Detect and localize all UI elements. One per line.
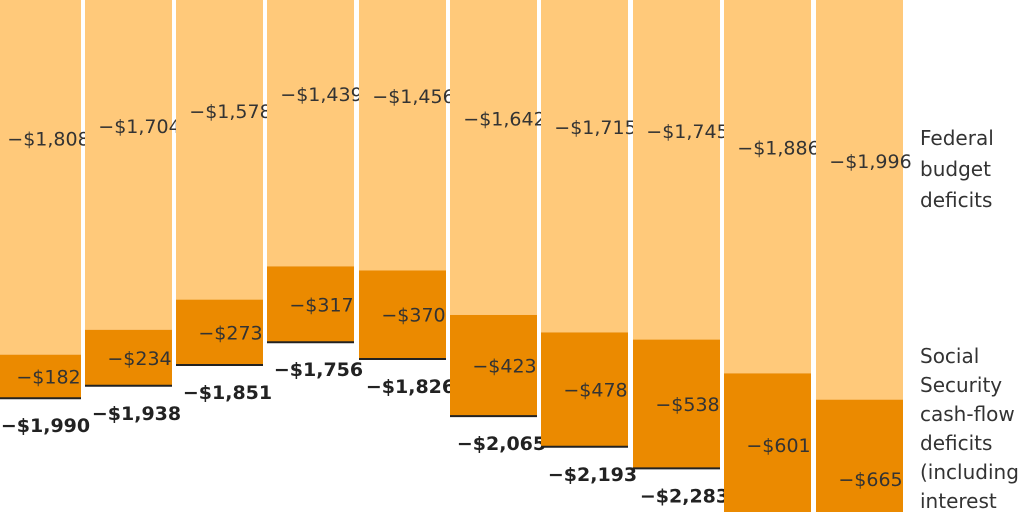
total-deficit-label: −$1,851 bbox=[183, 382, 272, 404]
federal-deficit-label: −$1,745 bbox=[646, 121, 728, 143]
federal-deficit-label: −$1,808 bbox=[7, 128, 89, 150]
social-security-deficit-bar bbox=[359, 270, 446, 359]
social-security-deficit-label: −$370 bbox=[381, 305, 445, 327]
social-security-deficit-bar bbox=[450, 314, 537, 417]
social-security-deficit-label: −$317 bbox=[289, 294, 353, 316]
social-security-deficit-bar bbox=[85, 329, 172, 386]
legend-social-security-text: deficits bbox=[920, 431, 992, 455]
total-deficit-label: −$2,283 bbox=[640, 485, 729, 507]
federal-deficit-label: −$1,704 bbox=[98, 116, 180, 138]
legend-federal-text: deficits bbox=[920, 188, 992, 212]
social-security-deficit-label: −$601 bbox=[746, 435, 810, 457]
federal-deficit-bar bbox=[176, 0, 263, 300]
total-deficit-label: −$1,990 bbox=[1, 415, 90, 437]
social-security-deficit-label: −$423 bbox=[472, 356, 536, 378]
federal-deficit-bar bbox=[0, 0, 81, 355]
social-security-deficit-bar bbox=[724, 373, 811, 512]
total-deficit-label: −$2,065 bbox=[457, 433, 546, 455]
federal-deficit-bar bbox=[633, 0, 720, 340]
legend-federal-text: budget bbox=[920, 157, 991, 181]
social-security-deficit-label: −$478 bbox=[563, 380, 627, 402]
federal-deficit-bar bbox=[267, 0, 354, 267]
social-security-deficit-bar bbox=[633, 339, 720, 469]
social-security-deficit-label: −$273 bbox=[198, 322, 262, 344]
total-deficit-label: −$2,193 bbox=[548, 464, 637, 486]
social-security-deficit-label: −$182 bbox=[16, 366, 80, 388]
federal-deficit-bar bbox=[816, 0, 903, 400]
total-deficit-label: −$1,826 bbox=[366, 376, 455, 398]
social-security-deficit-label: −$665 bbox=[838, 469, 902, 491]
federal-deficit-label: −$1,642 bbox=[463, 108, 545, 130]
federal-deficit-label: −$1,456 bbox=[372, 86, 454, 108]
federal-deficit-bar bbox=[541, 0, 628, 333]
federal-deficit-label: −$1,439 bbox=[280, 84, 362, 106]
legend-social-security-text: interest bbox=[920, 489, 997, 512]
federal-deficit-label: −$1,578 bbox=[189, 101, 271, 123]
social-security-deficit-bar bbox=[267, 266, 354, 343]
legend-federal-text: Federal bbox=[920, 126, 994, 150]
federal-deficit-bar bbox=[724, 0, 811, 374]
social-security-deficit-bar bbox=[816, 399, 903, 512]
total-deficit-label: −$1,756 bbox=[274, 359, 363, 381]
social-security-deficit-bar bbox=[541, 332, 628, 447]
federal-deficit-bar bbox=[359, 0, 446, 271]
social-security-deficit-label: −$538 bbox=[655, 394, 719, 416]
federal-deficit-label: −$1,996 bbox=[829, 151, 911, 173]
federal-deficit-label: −$1,886 bbox=[737, 138, 819, 160]
social-security-deficit-label: −$234 bbox=[107, 348, 171, 370]
federal-deficit-bar bbox=[85, 0, 172, 330]
federal-deficit-label: −$1,715 bbox=[554, 117, 636, 139]
federal-deficit-bar bbox=[450, 0, 537, 315]
social-security-deficit-bar bbox=[176, 299, 263, 365]
legend-social-security-text: Social bbox=[920, 344, 979, 368]
social-security-deficit-bar bbox=[0, 354, 81, 399]
legend-social-security-text: cash-flow bbox=[920, 402, 1015, 426]
legend-social-security-text: (including bbox=[920, 460, 1019, 484]
legend-social-security-text: Security bbox=[920, 373, 1002, 397]
total-deficit-label: −$1,938 bbox=[92, 403, 181, 425]
